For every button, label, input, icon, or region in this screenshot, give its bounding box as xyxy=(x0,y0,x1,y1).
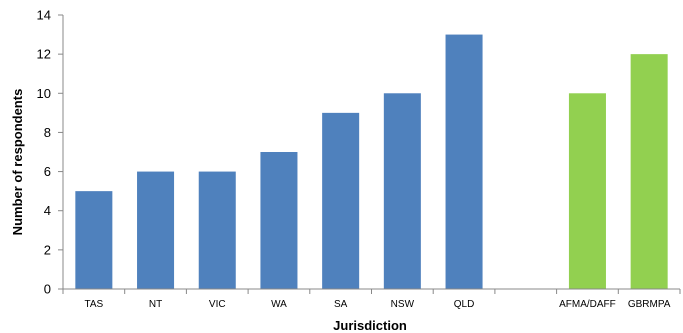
bar-gbrmpa xyxy=(630,54,668,290)
y-tick-label: 0 xyxy=(44,282,51,297)
x-tick-label: NSW xyxy=(391,299,415,310)
y-axis-ticks: 0 2 4 6 8 10 12 14 xyxy=(37,8,63,297)
bar-sa xyxy=(322,112,360,289)
bar-wa xyxy=(260,152,298,289)
y-axis-title: Number of respondents xyxy=(10,89,25,236)
x-tick-label: NT xyxy=(149,299,162,310)
x-axis-tick-labels: TAS NT VIC WA SA NSW QLD AFMA/DAFF GBRMPA xyxy=(62,289,681,310)
x-tick-label: QLD xyxy=(454,299,475,310)
bar-qld xyxy=(445,34,483,290)
y-tick-label: 6 xyxy=(44,164,51,179)
bar-vic xyxy=(198,171,236,289)
x-tick-label: TAS xyxy=(84,299,103,310)
bar-afma-daff xyxy=(568,93,606,290)
bar-tas xyxy=(75,191,113,289)
y-tick-label: 12 xyxy=(37,47,51,62)
x-tick-label: WA xyxy=(271,299,287,310)
bars xyxy=(75,34,668,290)
bar-nt xyxy=(137,171,175,289)
x-tick-label: SA xyxy=(334,299,348,310)
x-tick-label: GBRMPA xyxy=(628,299,671,310)
bar-nsw xyxy=(383,93,421,290)
x-axis-title: Jurisdiction xyxy=(333,318,407,333)
x-tick-label: AFMA/DAFF xyxy=(559,299,616,310)
y-tick-label: 4 xyxy=(44,203,51,218)
y-tick-label: 10 xyxy=(37,86,51,101)
y-tick-label: 8 xyxy=(44,125,51,140)
x-tick-label: VIC xyxy=(209,299,226,310)
y-tick-label: 14 xyxy=(37,8,51,23)
y-tick-label: 2 xyxy=(44,242,51,257)
